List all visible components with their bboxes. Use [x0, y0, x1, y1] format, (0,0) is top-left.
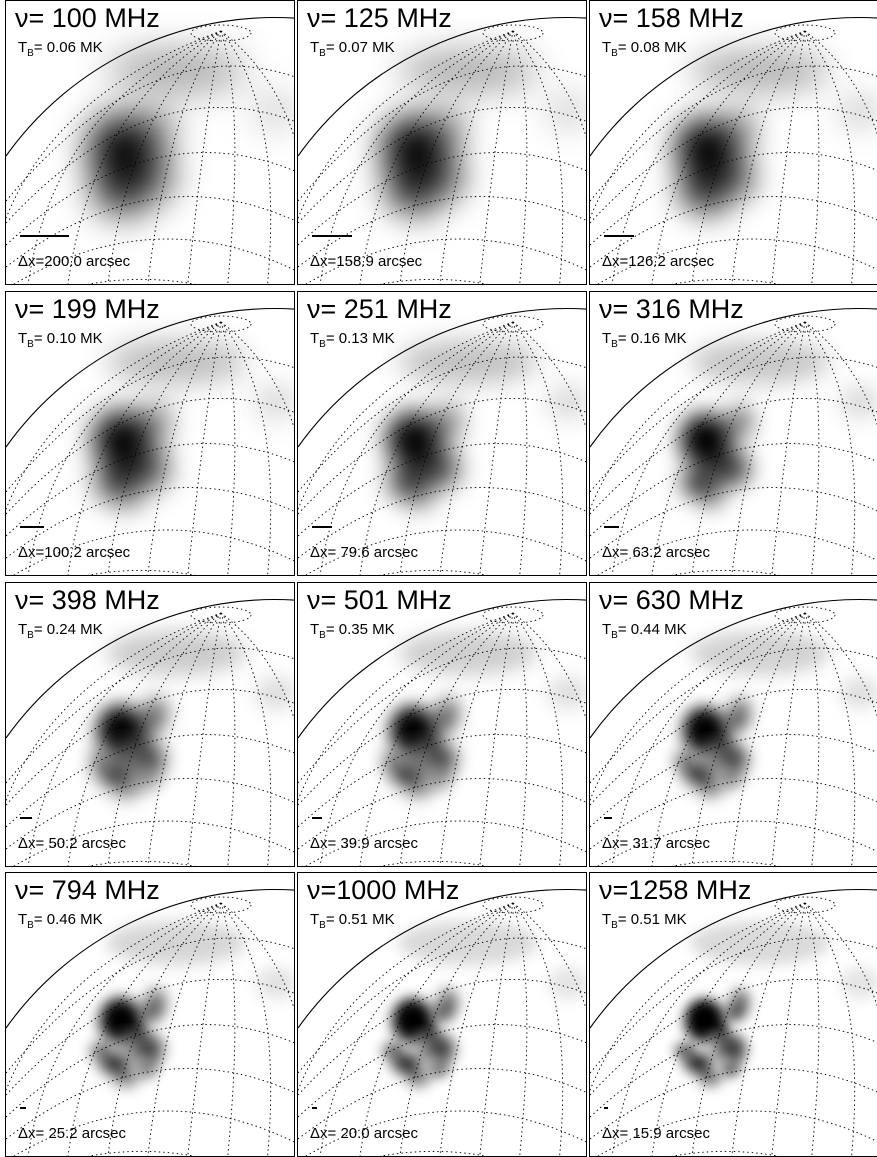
radio-brightness-map — [298, 888, 586, 1156]
radio-brightness-map — [590, 598, 877, 866]
frequency-label: ν= 100 MHz — [15, 3, 160, 33]
heliographic-grid — [6, 315, 294, 575]
solar-limb — [298, 307, 586, 448]
frequency-label: ν=1258 MHz — [599, 875, 752, 905]
solar-limb — [298, 888, 586, 1029]
radio-brightness-map — [298, 16, 586, 284]
brightness-temperature-label: TB= 0.06 MK — [18, 39, 103, 59]
radio-brightness-map — [590, 307, 877, 575]
frequency-label: ν= 158 MHz — [599, 3, 744, 33]
pixel-size-label: Δx= 63.2 arcsec — [602, 544, 710, 561]
heliographic-grid — [298, 24, 586, 284]
map-panel: ν= 100 MHz TB= 0.06 MK Δx=200.0 arcsec — [5, 0, 295, 285]
frequency-label: ν= 501 MHz — [307, 585, 452, 615]
scale-bar — [20, 1107, 26, 1109]
heliographic-grid — [590, 24, 877, 284]
map-panel: ν= 199 MHz TB= 0.10 MK Δx=100.2 arcsec — [5, 291, 295, 576]
scale-bar — [312, 817, 322, 819]
map-panel: ν=1258 MHz TB= 0.51 MK Δx= 15.9 arcsec — [589, 872, 877, 1157]
scale-bar — [20, 817, 32, 819]
radio-brightness-map — [590, 16, 877, 284]
pixel-size-label: Δx= 25.2 arcsec — [18, 1125, 126, 1142]
brightness-temperature-label: TB= 0.46 MK — [18, 911, 103, 931]
brightness-temperature-label: TB= 0.07 MK — [310, 39, 395, 59]
brightness-temperature-label: TB= 0.16 MK — [602, 330, 687, 350]
pixel-size-label: Δx= 39.9 arcsec — [310, 835, 418, 852]
map-panel: ν= 398 MHz TB= 0.24 MK Δx= 50.2 arcsec — [5, 582, 295, 867]
brightness-temperature-label: TB= 0.08 MK — [602, 39, 687, 59]
radio-brightness-map — [298, 307, 586, 575]
pixel-size-label: Δx= 31.7 arcsec — [602, 835, 710, 852]
radio-brightness-map — [590, 888, 877, 1156]
pixel-size-label: Δx= 50.2 arcsec — [18, 835, 126, 852]
brightness-temperature-label: TB= 0.35 MK — [310, 621, 395, 641]
map-panel: ν= 794 MHz TB= 0.46 MK Δx= 25.2 arcsec — [5, 872, 295, 1157]
radio-brightness-map — [6, 598, 294, 866]
frequency-label: ν=1000 MHz — [307, 875, 460, 905]
brightness-temperature-label: TB= 0.51 MK — [602, 911, 687, 931]
pixel-size-label: Δx=158.9 arcsec — [310, 253, 423, 270]
heliographic-grid — [6, 24, 294, 284]
scale-bar — [604, 526, 619, 528]
frequency-label: ν= 316 MHz — [599, 294, 744, 324]
scale-bar — [312, 235, 352, 237]
solar-limb — [6, 307, 294, 448]
map-panel: ν= 251 MHz TB= 0.13 MK Δx= 79.6 arcsec — [297, 291, 587, 576]
frequency-label: ν= 125 MHz — [307, 3, 452, 33]
solar-limb — [6, 888, 294, 1029]
heliographic-grid — [298, 606, 586, 866]
map-panel: ν= 158 MHz TB= 0.08 MK Δx=126.2 arcsec — [589, 0, 877, 285]
scale-bar — [20, 526, 44, 528]
solar-limb — [590, 307, 877, 448]
solar-limb — [298, 16, 586, 157]
brightness-temperature-label: TB= 0.10 MK — [18, 330, 103, 350]
map-panel: ν= 630 MHz TB= 0.44 MK Δx= 31.7 arcsec — [589, 582, 877, 867]
frequency-label: ν= 794 MHz — [15, 875, 160, 905]
brightness-temperature-label: TB= 0.44 MK — [602, 621, 687, 641]
radio-brightness-map — [6, 888, 294, 1156]
pixel-size-label: Δx= 20.0 arcsec — [310, 1125, 418, 1142]
frequency-label: ν= 251 MHz — [307, 294, 452, 324]
pixel-size-label: Δx=100.2 arcsec — [18, 544, 131, 561]
pixel-size-label: Δx=200.0 arcsec — [18, 253, 131, 270]
radio-brightness-map — [6, 16, 294, 284]
frequency-label: ν= 398 MHz — [15, 585, 160, 615]
solar-limb — [6, 16, 294, 157]
scale-bar — [312, 1107, 317, 1109]
scale-bar — [604, 235, 634, 237]
radio-brightness-map — [6, 307, 294, 575]
solar-limb — [590, 598, 877, 739]
frequency-label: ν= 199 MHz — [15, 294, 160, 324]
map-panel: ν= 501 MHz TB= 0.35 MK Δx= 39.9 arcsec — [297, 582, 587, 867]
map-panel: ν=1000 MHz TB= 0.51 MK Δx= 20.0 arcsec — [297, 872, 587, 1157]
heliographic-grid — [590, 606, 877, 866]
radio-brightness-map — [298, 598, 586, 866]
solar-limb — [298, 598, 586, 739]
solar-limb — [590, 888, 877, 1029]
brightness-temperature-label: TB= 0.51 MK — [310, 911, 395, 931]
pixel-size-label: Δx= 79.6 arcsec — [310, 544, 418, 561]
pixel-size-label: Δx=126.2 arcsec — [602, 253, 715, 270]
heliographic-grid — [6, 606, 294, 866]
map-panel: ν= 125 MHz TB= 0.07 MK Δx=158.9 arcsec — [297, 0, 587, 285]
brightness-temperature-label: TB= 0.13 MK — [310, 330, 395, 350]
heliographic-grid — [6, 896, 294, 1156]
frequency-label: ν= 630 MHz — [599, 585, 744, 615]
heliographic-grid — [298, 896, 586, 1156]
heliographic-grid — [590, 896, 877, 1156]
map-panel: ν= 316 MHz TB= 0.16 MK Δx= 63.2 arcsec — [589, 291, 877, 576]
scale-bar — [604, 817, 612, 819]
heliographic-grid — [298, 315, 586, 575]
scale-bar — [312, 526, 332, 528]
scale-bar — [20, 235, 69, 237]
solar-limb — [6, 598, 294, 739]
brightness-temperature-label: TB= 0.24 MK — [18, 621, 103, 641]
solar-limb — [590, 16, 877, 157]
heliographic-grid — [590, 315, 877, 575]
scale-bar — [604, 1107, 608, 1109]
pixel-size-label: Δx= 15.9 arcsec — [602, 1125, 710, 1142]
